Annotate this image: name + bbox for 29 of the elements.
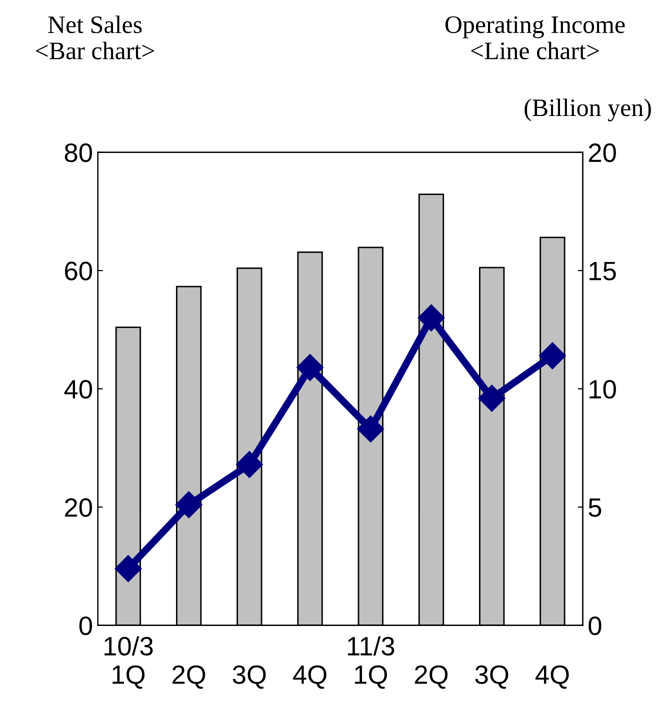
- point: [175, 491, 202, 518]
- point: [114, 555, 142, 582]
- x-tick-label: 11/3 1Q: [348, 636, 394, 689]
- text: (Billion yen): [524, 98, 651, 122]
- point: [418, 304, 445, 332]
- point: [478, 384, 506, 412]
- y-tick-label: 40: [64, 380, 92, 399]
- x-tick-label: 2Q: [172, 665, 206, 689]
- y2-tick-label: 0: [588, 616, 602, 636]
- y2-axis-title: Operating Income <Line chart>: [445, 16, 625, 60]
- x-tick-label: 3Q: [475, 665, 508, 689]
- y2-tick-label: 15: [590, 262, 616, 280]
- x-tick-label: 4Q: [293, 665, 326, 689]
- y2-tick-label: 10: [590, 380, 616, 399]
- x-tick-label: 3Q: [232, 665, 266, 689]
- y-tick-label: 0: [79, 616, 92, 636]
- y2-tick-label: 5: [588, 498, 602, 517]
- y-tick-label: 60: [65, 262, 92, 280]
- point: [538, 342, 566, 370]
- x-tick-label: 4Q: [535, 665, 569, 689]
- point: [236, 451, 263, 478]
- y-axis-title: Net Sales <Bar chart>: [36, 16, 154, 60]
- y2-tick-label: 20: [588, 143, 616, 162]
- y-tick-label: 20: [65, 498, 92, 517]
- point: [357, 416, 384, 442]
- x-tick-label: 2Q: [414, 665, 448, 689]
- y-tick-label: 80: [64, 143, 92, 162]
- point: [296, 354, 324, 381]
- x-tick-label: 10/3 1Q: [104, 636, 153, 689]
